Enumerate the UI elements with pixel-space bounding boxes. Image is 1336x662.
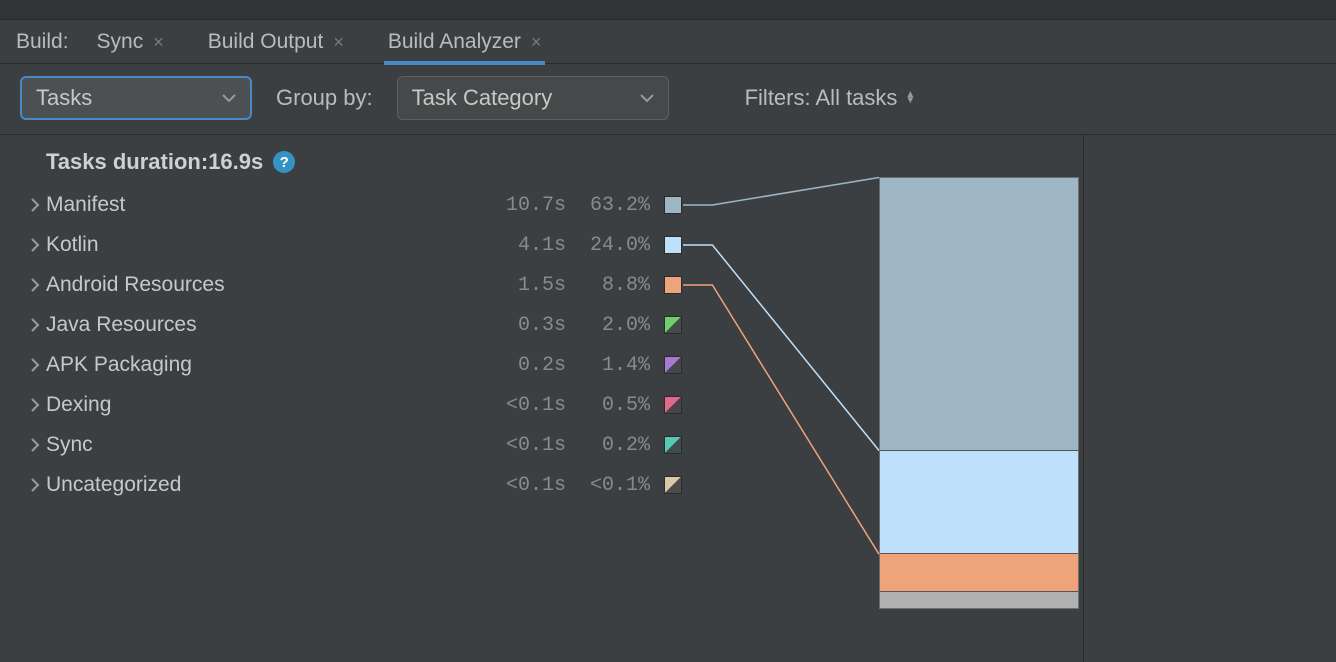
category-duration: 1.5s	[476, 274, 566, 297]
color-swatch	[664, 236, 682, 254]
tab-build-output[interactable]: Build Output ×	[208, 20, 344, 64]
category-name: Java Resources	[46, 313, 476, 337]
analyzer-toolbar: Tasks Group by: Task Category Filters: A…	[0, 64, 1336, 135]
bar-segment	[880, 553, 1078, 591]
build-label: Build:	[16, 30, 69, 54]
tab-sync[interactable]: Sync ×	[97, 20, 164, 64]
category-percent: 8.8%	[570, 274, 650, 297]
close-icon[interactable]: ×	[153, 33, 164, 51]
category-name: Sync	[46, 433, 476, 457]
category-percent: 2.0%	[570, 314, 650, 337]
category-duration: <0.1s	[476, 474, 566, 497]
chevron-right-icon	[24, 398, 46, 412]
tab-label: Sync	[97, 30, 144, 54]
category-percent: 0.5%	[570, 394, 650, 417]
category-name: APK Packaging	[46, 353, 476, 377]
color-swatch	[664, 436, 682, 454]
chevron-right-icon	[24, 198, 46, 212]
chevron-down-icon	[640, 93, 654, 103]
category-name: Dexing	[46, 393, 476, 417]
tab-label: Build Output	[208, 30, 324, 54]
category-percent: 0.2%	[570, 434, 650, 457]
analyzer-main: Tasks duration: 16.9s ? Manifest10.7s63.…	[0, 135, 1336, 662]
chevron-right-icon	[24, 358, 46, 372]
category-name: Uncategorized	[46, 473, 476, 497]
bar-segment	[880, 450, 1078, 553]
category-percent: <0.1%	[570, 474, 650, 497]
color-swatch	[664, 356, 682, 374]
build-tab-bar: Build: Sync × Build Output × Build Analy…	[0, 20, 1336, 64]
category-duration: 0.3s	[476, 314, 566, 337]
help-icon[interactable]: ?	[273, 151, 295, 173]
category-duration: <0.1s	[476, 434, 566, 457]
category-percent: 63.2%	[570, 194, 650, 217]
view-select-value: Tasks	[36, 85, 92, 111]
color-swatch	[664, 316, 682, 334]
tab-build-analyzer[interactable]: Build Analyzer ×	[388, 20, 542, 64]
groupby-select-value: Task Category	[412, 85, 553, 111]
chevron-right-icon	[24, 438, 46, 452]
sort-icon: ▲▼	[905, 92, 915, 104]
filters-label: Filters: All tasks	[745, 85, 898, 111]
category-percent: 24.0%	[570, 234, 650, 257]
chevron-right-icon	[24, 318, 46, 332]
bar-segment	[880, 591, 1078, 608]
color-swatch	[664, 196, 682, 214]
category-name: Manifest	[46, 193, 476, 217]
details-panel	[1084, 135, 1336, 662]
close-icon[interactable]: ×	[333, 33, 344, 51]
tasks-panel: Tasks duration: 16.9s ? Manifest10.7s63.…	[0, 135, 1084, 662]
stacked-bar-chart	[879, 177, 1079, 609]
view-select[interactable]: Tasks	[20, 76, 252, 120]
chevron-right-icon	[24, 278, 46, 292]
tasks-duration-title: Tasks duration: 16.9s ?	[24, 149, 1083, 175]
category-duration: 0.2s	[476, 354, 566, 377]
tab-label: Build Analyzer	[388, 30, 521, 54]
chevron-right-icon	[24, 238, 46, 252]
category-name: Kotlin	[46, 233, 476, 257]
chevron-down-icon	[222, 93, 236, 103]
title-prefix: Tasks duration:	[46, 149, 208, 175]
groupby-label: Group by:	[276, 85, 373, 111]
color-swatch	[664, 396, 682, 414]
color-swatch	[664, 476, 682, 494]
chevron-right-icon	[24, 478, 46, 492]
category-duration: 10.7s	[476, 194, 566, 217]
bar-segment	[880, 178, 1078, 450]
color-swatch	[664, 276, 682, 294]
filters-dropdown[interactable]: Filters: All tasks ▲▼	[745, 85, 916, 111]
category-duration: 4.1s	[476, 234, 566, 257]
groupby-select[interactable]: Task Category	[397, 76, 669, 120]
window-top-strip	[0, 0, 1336, 20]
category-name: Android Resources	[46, 273, 476, 297]
title-value: 16.9s	[208, 149, 263, 175]
category-percent: 1.4%	[570, 354, 650, 377]
category-duration: <0.1s	[476, 394, 566, 417]
close-icon[interactable]: ×	[531, 33, 542, 51]
